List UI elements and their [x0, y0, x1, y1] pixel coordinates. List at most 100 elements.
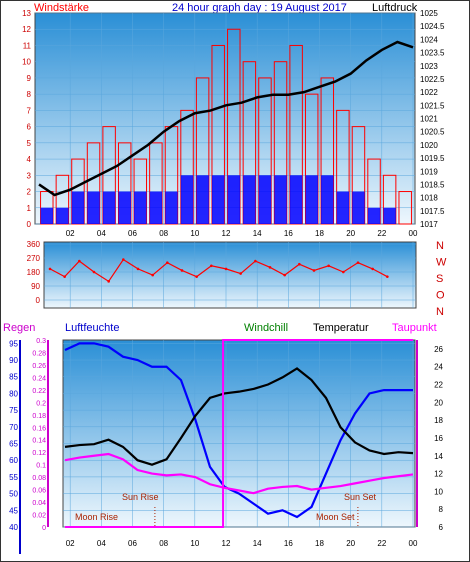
rain-tick-label: 0.2 — [36, 400, 46, 407]
moon-set-label: Moon Set — [316, 512, 355, 522]
humidity-tick-label: 65 — [9, 440, 18, 449]
pressure-tick-label: 1023.5 — [420, 49, 445, 58]
time-tick-label: 14 — [253, 229, 262, 238]
legend-regen: Regen — [3, 322, 35, 334]
wind-direction-point — [239, 272, 242, 275]
pressure-tick-label: 1023 — [420, 62, 438, 71]
wind-average-bar — [102, 191, 116, 224]
rain-tick-label: 0.18 — [32, 413, 46, 420]
pressure-tick-label: 1018.5 — [420, 180, 445, 189]
sun-rise-label: Sun Rise — [122, 492, 159, 502]
pressure-tick-label: 1022.5 — [420, 75, 445, 84]
rain-tick-label: 0.08 — [32, 475, 46, 482]
pressure-tick-label: 1020.5 — [420, 128, 445, 137]
bottom-time-tick-label: 02 — [66, 539, 75, 548]
humidity-tick-label: 80 — [9, 389, 18, 398]
wind-tick-label: 1 — [27, 204, 32, 213]
pressure-tick-label: 1020 — [420, 141, 438, 150]
direction-tick-label: 360 — [27, 240, 41, 249]
wind-tick-label: 8 — [27, 90, 32, 99]
pressure-tick-label: 1017 — [420, 220, 438, 229]
wind-direction-point — [166, 261, 169, 264]
wind-direction-point — [180, 269, 184, 272]
wind-average-bar — [305, 175, 318, 224]
bottom-time-tick-label: 14 — [253, 539, 262, 548]
bottom-time-tick-label: 08 — [159, 539, 168, 548]
series-line — [64, 452, 414, 495]
bottom-time-tick-label: 12 — [222, 539, 231, 548]
humidity-temperature-marks — [64, 339, 414, 528]
pressure-tick-label: 1024.5 — [420, 22, 445, 31]
humidity-tick-label: 75 — [9, 406, 18, 415]
wind-average-bar — [227, 175, 241, 224]
wind-direction-panel — [43, 241, 417, 309]
rain-tick-label: 0.28 — [32, 350, 46, 357]
wind-average-bar — [321, 175, 334, 224]
wind-average-bar — [87, 191, 100, 224]
wind-direction-point — [92, 270, 96, 274]
temperature-tick-label: 24 — [434, 363, 443, 372]
wind-direction-point — [356, 261, 360, 264]
humidity-tick-label: 50 — [9, 490, 18, 499]
wind-average-bar — [211, 175, 225, 224]
rain-tick-label: 0.04 — [32, 500, 46, 507]
pressure-tick-label: 1024 — [420, 35, 438, 44]
bottom-time-tick-label: 16 — [284, 539, 293, 548]
rain-tick-label: 0.06 — [32, 488, 46, 495]
legend-taupunkt: Taupunkt — [392, 322, 437, 334]
bottom-time-tick-label: 20 — [346, 539, 355, 548]
wind-direction-point — [107, 280, 110, 283]
wind-tick-label: 12 — [22, 25, 31, 34]
wind-tick-label: 2 — [27, 188, 32, 197]
wind-average-bar — [243, 175, 256, 224]
wind-average-bar — [149, 191, 163, 224]
temperature-tick-label: 26 — [434, 345, 443, 354]
humidity-tick-label: 40 — [9, 523, 18, 532]
wind-average-bar — [258, 175, 272, 224]
pressure-tick-label: 1025 — [420, 9, 438, 18]
legend-temperatur: Temperatur — [313, 322, 369, 334]
wind-tick-label: 10 — [22, 58, 31, 67]
temperature-tick-label: 18 — [434, 416, 443, 425]
wind-tick-label: 4 — [27, 155, 32, 164]
legend-luftfeuchte: Luftfeuchte — [65, 322, 119, 334]
compass-label: O — [436, 290, 445, 302]
rain-tick-label: 0.3 — [36, 338, 46, 345]
series-line — [65, 339, 413, 528]
pressure-axis-title: Luftdruck — [372, 2, 418, 14]
rain-tick-label: 0.22 — [32, 388, 46, 395]
temperature-tick-label: 16 — [434, 434, 443, 443]
wind-average-bar — [383, 207, 396, 224]
wind-average-bar — [165, 191, 178, 224]
wind-average-bar — [336, 191, 350, 224]
wind-average-bar — [180, 175, 194, 224]
time-tick-label: 08 — [159, 229, 168, 238]
wind-average-bar — [274, 175, 287, 224]
bottom-time-tick-label: 06 — [128, 539, 137, 548]
wind-tick-label: 13 — [22, 9, 31, 18]
pressure-tick-label: 1019.5 — [420, 154, 445, 163]
wind-tick-label: 7 — [27, 106, 32, 115]
time-tick-label: 00 — [409, 229, 418, 238]
time-tick-label: 02 — [66, 229, 75, 238]
temperature-tick-label: 8 — [439, 505, 444, 514]
time-tick-label: 16 — [284, 229, 293, 238]
wind-direction-marks — [48, 258, 389, 283]
temperature-tick-label: 10 — [434, 487, 443, 496]
wind-axis-title: Windstärke — [34, 2, 89, 14]
wind-average-bar — [352, 191, 365, 224]
compass-label: N — [436, 306, 444, 318]
humidity-tick-label: 95 — [9, 339, 18, 348]
wind-direction-point — [298, 262, 301, 266]
direction-tick-label: 0 — [36, 296, 41, 305]
rain-tick-label: 0.16 — [32, 425, 46, 432]
wind-pressure-panel — [34, 12, 416, 225]
wind-direction-point — [268, 266, 272, 269]
pressure-tick-label: 1019 — [420, 167, 438, 176]
time-tick-label: 20 — [346, 229, 355, 238]
time-tick-label: 22 — [377, 229, 386, 238]
pressure-line — [38, 40, 414, 197]
wind-tick-label: 3 — [27, 171, 32, 180]
wind-tick-label: 11 — [23, 41, 32, 50]
